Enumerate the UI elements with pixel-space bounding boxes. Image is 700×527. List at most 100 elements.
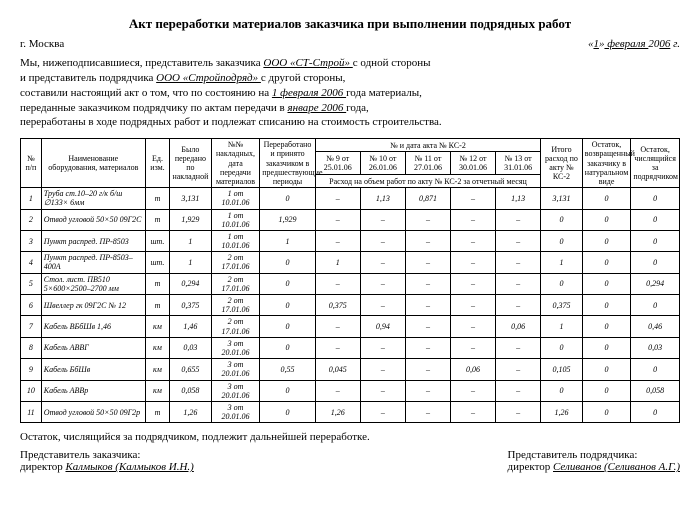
cell: – [451,401,496,422]
cell: 1 [21,188,42,209]
cell: 1 [541,252,583,273]
cell: – [405,316,450,337]
cell: – [405,380,450,401]
cell: – [360,337,405,358]
cell: – [360,295,405,316]
cell: 0,55 [260,359,316,380]
cell: – [451,337,496,358]
cell: 0 [260,337,316,358]
cell: т [145,295,169,316]
cell: – [360,252,405,273]
cell: Кабель АВВГ [41,337,145,358]
table-row: 8Кабель АВВГкм0,033 от 20.01.060–––––000… [21,337,680,358]
cell: 0,871 [405,188,450,209]
cell: – [360,380,405,401]
signature-contractor: Представитель подрядчика: директор Селив… [508,449,680,473]
cell: – [451,380,496,401]
cell: – [360,359,405,380]
table-row: 11Отвод угловой 50×50 09Г2рт1,263 от 20.… [21,401,680,422]
cell: 1,13 [360,188,405,209]
h-returned: Остаток, возвращенный заказчику в натура… [582,139,631,188]
cell: Швеллер гк 09Г2С № 12 [41,295,145,316]
h-acts: № и дата акта № КС-2 [315,139,540,152]
city: г. Москва [20,38,64,50]
cell: – [451,188,496,209]
cell: 3,131 [170,188,212,209]
cell: 0 [631,252,680,273]
table-row: 5Стол. лист. ПВ510 5×600×2500–2700 ммт0,… [21,273,680,294]
cell: 3 от 20.01.06 [211,401,260,422]
cell: – [405,337,450,358]
cell: 0 [582,401,631,422]
cell: 0 [541,273,583,294]
cell: 0 [582,209,631,230]
cell: 1 [260,230,316,251]
cell: 0 [631,209,680,230]
cell: 2 от 17.01.06 [211,295,260,316]
cell: 1,26 [315,401,360,422]
cell: – [315,337,360,358]
cell: 3 от 20.01.06 [211,380,260,401]
h-a4: № 12 от 30.01.06 [451,152,496,175]
cell: 0 [260,188,316,209]
preamble: Мы, нижеподписавшиеся, представитель зак… [20,56,680,130]
signature-customer: Представитель заказчика: директор Калмык… [20,449,194,473]
cell: Отвод угловой 50×50 09Г2С [41,209,145,230]
cell: 0,03 [631,337,680,358]
cell: – [496,380,541,401]
cell: 0 [260,273,316,294]
footer-note: Остаток, числящийся за подрядчиком, подл… [20,431,680,443]
cell: 0 [260,316,316,337]
h-was: Было передано по накладной [170,139,212,188]
cell: 0 [582,188,631,209]
cell: 10 [21,380,42,401]
cell: 0,94 [360,316,405,337]
cell: 1 [541,316,583,337]
cell: – [451,273,496,294]
cell: – [405,209,450,230]
cell: – [451,316,496,337]
h-unit: Ед. изм. [145,139,169,188]
cell: – [496,209,541,230]
cell: – [405,273,450,294]
table-row: 3Пункт распред. ПР-8503шт.11 от 10.01.06… [21,230,680,251]
table-row: 10Кабель АВВркм0,0583 от 20.01.060–––––0… [21,380,680,401]
cell: – [315,273,360,294]
cell: – [451,230,496,251]
cell: Пункт распред. ПР-8503 [41,230,145,251]
cell: – [405,230,450,251]
cell: – [496,359,541,380]
cell: – [405,295,450,316]
cell: 1,46 [170,316,212,337]
cell: 8 [21,337,42,358]
table-row: 9Кабель БбШвкм0,6553 от 20.01.060,550,04… [21,359,680,380]
h-a2: № 10 от 26.01.06 [360,152,405,175]
materials-table: № п/п Наименование оборудования, материа… [20,138,680,423]
cell: 11 [21,401,42,422]
cell: 0,46 [631,316,680,337]
cell: 0,655 [170,359,212,380]
cell: 0,058 [170,380,212,401]
cell: 6 [21,295,42,316]
doc-date: «1» февраля 2006 г. [588,38,680,50]
cell: 0 [582,337,631,358]
h-name: Наименование оборудования, материалов [41,139,145,188]
cell: – [496,401,541,422]
cell: Труба ст.10–20 г/к б/ш ∅133× 6мм [41,188,145,209]
cell: 1,26 [170,401,212,422]
h-prev: Переработано и принято заказчиком в пред… [260,139,316,188]
cell: 0 [582,316,631,337]
cell: 0 [260,295,316,316]
cell: 0,105 [541,359,583,380]
cell: – [405,252,450,273]
cell: – [496,230,541,251]
cell: 2 от 17.01.06 [211,252,260,273]
cell: км [145,337,169,358]
cell: 3 от 20.01.06 [211,359,260,380]
cell: 0 [541,337,583,358]
table-row: 2Отвод угловой 50×50 09Г2Ст1,9291 от 10.… [21,209,680,230]
cell: км [145,380,169,401]
cell: т [145,401,169,422]
cell: Отвод угловой 50×50 09Г2р [41,401,145,422]
cell: 0 [631,188,680,209]
